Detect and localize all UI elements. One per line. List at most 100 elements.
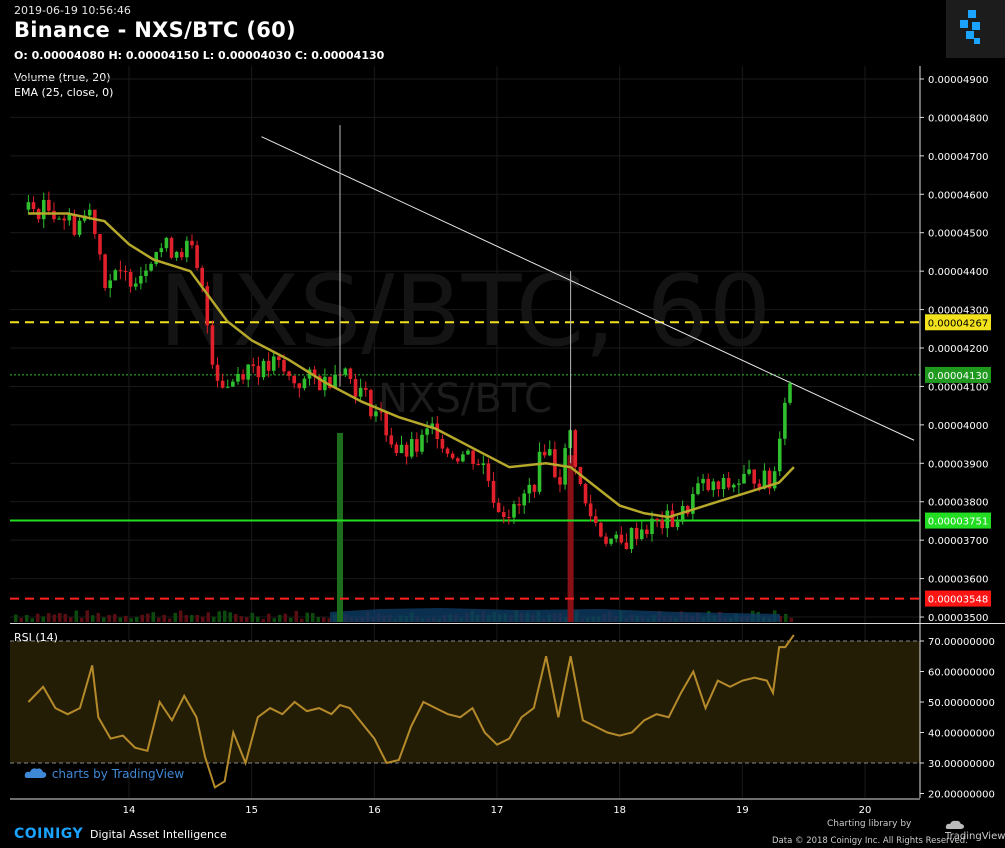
volume-bar	[52, 614, 56, 622]
rsi-polyline	[27, 634, 795, 789]
candle-body	[215, 364, 220, 381]
price-tick-label: 0.00003700	[928, 536, 988, 547]
copyright: Data © 2018 Coinigy Inc. All Rights Rese…	[772, 836, 968, 846]
candle-body	[604, 536, 608, 544]
candle-body	[583, 483, 588, 504]
price-tick-label: 0.00004300	[928, 306, 988, 317]
price-tick-label: 0.00003500	[928, 613, 988, 624]
candle-body	[358, 387, 363, 397]
candle-body	[384, 412, 388, 436]
volume-bar	[327, 618, 331, 622]
volume-bar	[289, 617, 293, 622]
volume-bar	[25, 615, 29, 622]
candle-body	[670, 510, 675, 528]
axes: 0.00004900 0.00004800 0.00004700 0.00004600…	[10, 66, 1005, 816]
candle-body	[742, 473, 746, 484]
candle-body	[231, 381, 235, 387]
candle-body	[634, 527, 639, 540]
tradingview-credit[interactable]: TradingView	[945, 819, 1005, 842]
volume-bar	[168, 618, 172, 622]
candle-body	[241, 374, 245, 380]
volume-bar	[74, 610, 78, 622]
ema-indicator-label[interactable]: EMA (25, close, 0)	[14, 86, 114, 99]
candle-body	[404, 444, 409, 457]
rsi-band-fill	[10, 641, 920, 763]
candle-body	[409, 439, 414, 457]
volume-bar	[311, 613, 315, 622]
candle-body	[31, 202, 36, 210]
candle-body	[716, 481, 721, 490]
candle-body	[113, 270, 118, 281]
candle-body	[200, 267, 204, 287]
candle-body	[174, 252, 179, 258]
tradingview-link-text[interactable]: charts by TradingView	[51, 767, 185, 781]
candle-body	[297, 383, 302, 389]
candle-body	[675, 521, 680, 528]
level-label-text: 0.00003751	[928, 517, 988, 528]
price-tick-label: 0.00004700	[928, 152, 988, 163]
candle-body	[573, 430, 578, 467]
timestamp: 2019-06-19 10:56:46	[14, 4, 131, 17]
level-label-text: 0.00003548	[928, 595, 988, 606]
volume-bar	[91, 615, 95, 622]
trendline[interactable]	[261, 136, 915, 441]
brand-tagline: Digital Asset Intelligence	[90, 828, 227, 841]
level-labels: 0.00004267 0.00004130 0.00003751 0.00003548	[925, 314, 991, 607]
rsi-tick-label: 40.00000000	[928, 729, 995, 740]
candle-body	[369, 389, 373, 417]
candle-body	[532, 484, 537, 492]
volume-bar	[294, 610, 298, 622]
volume-bar	[85, 610, 89, 622]
rsi-tick-label: 30.00000000	[928, 759, 995, 770]
time-tick-label: 14	[123, 805, 136, 816]
candle-body	[609, 538, 613, 544]
volume-bars	[14, 432, 793, 622]
candle-body	[496, 502, 501, 513]
candle-body	[103, 254, 107, 289]
volume-bar	[778, 615, 782, 622]
price-tick-label: 0.00004800	[928, 113, 988, 124]
tradingview-link[interactable]: charts by TradingView	[24, 766, 184, 781]
tradingview-logo[interactable]	[946, 0, 1005, 58]
price-tick-label: 0.00003900	[928, 459, 988, 470]
candle-body	[266, 360, 271, 371]
watermark-subtext: NXS/BTC	[378, 376, 552, 422]
volume-bar	[278, 614, 282, 622]
candle-body	[711, 481, 716, 491]
volume-bar	[228, 612, 232, 622]
volume-bar	[102, 617, 106, 622]
volume-indicator-label[interactable]: Volume (true, 20)	[14, 71, 111, 84]
ema-line	[28, 212, 795, 519]
level-label-text: 0.00004267	[928, 318, 988, 329]
price-levels[interactable]	[10, 321, 920, 600]
candle-body	[353, 379, 358, 397]
charting-credit: Charting library by	[827, 819, 912, 829]
volume-bar	[118, 617, 122, 622]
volume-bar	[30, 618, 34, 622]
candle-body	[93, 209, 97, 235]
watermark: NXS/BTC, 60 NXS/BTC	[159, 255, 771, 422]
time-tick-label: 18	[613, 805, 626, 816]
volume-bar	[179, 610, 183, 622]
grid	[10, 66, 920, 798]
volume-bar	[316, 616, 320, 622]
candle-body	[312, 369, 317, 377]
candle-body	[471, 450, 475, 464]
volume-bar	[300, 618, 304, 622]
volume-bar	[19, 617, 23, 622]
candle-body	[26, 202, 31, 210]
volume-bar	[267, 613, 271, 622]
price-tick-label: 0.00004400	[928, 267, 988, 278]
candle-body	[87, 209, 92, 216]
candle-body	[195, 245, 199, 268]
volume-bar	[245, 617, 249, 622]
candle-body	[639, 529, 644, 540]
price-tick-label: 0.00003800	[928, 498, 988, 509]
volume-bar	[256, 616, 260, 622]
watermark-text: NXS/BTC, 60	[159, 255, 771, 369]
candle-body	[507, 517, 511, 519]
volume-bar	[41, 616, 45, 622]
candle-body	[558, 477, 562, 485]
rsi-indicator-label[interactable]: RSI (14)	[14, 631, 58, 644]
